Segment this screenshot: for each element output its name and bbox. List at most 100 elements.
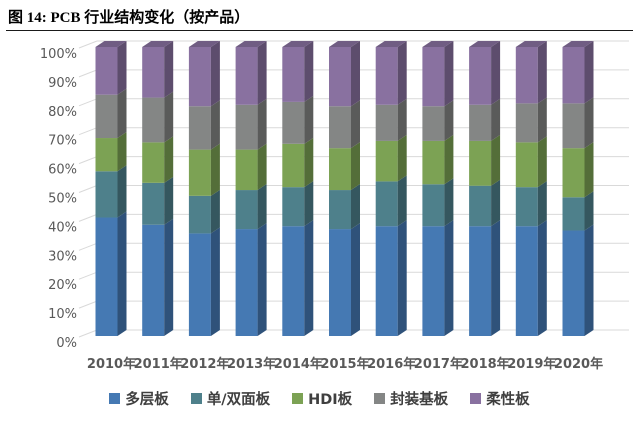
- bar-segment-side: [164, 91, 174, 143]
- figure-title: 图 14: PCB 行业结构变化（按产品）: [8, 10, 250, 26]
- bar-segment-side: [164, 41, 174, 98]
- bar-segment: [562, 103, 585, 149]
- bar-segment: [282, 143, 305, 188]
- bar-segment: [375, 226, 398, 336]
- y-axis-label: 20%: [48, 278, 77, 293]
- bar-segment: [142, 142, 165, 183]
- bar-segment: [95, 138, 118, 172]
- bar-top-face: [515, 41, 547, 47]
- bar-segment: [142, 97, 165, 143]
- bar-segment: [188, 195, 211, 234]
- bar-top-face: [142, 41, 174, 47]
- legend-swatch: [109, 393, 121, 404]
- y-axis-label: 10%: [48, 307, 77, 322]
- bar-segment: [282, 101, 305, 144]
- gridline-tick: [78, 300, 98, 309]
- bar-segment-side: [397, 220, 407, 336]
- bar-segment: [469, 185, 492, 227]
- bar-segment-side: [304, 95, 314, 144]
- bar-segment-side: [117, 165, 127, 218]
- bar-segment-side: [584, 224, 594, 336]
- bar-segment: [282, 187, 305, 227]
- bar-segment-side: [351, 142, 360, 191]
- bar-segment-side: [584, 191, 594, 231]
- bar-segment: [95, 47, 118, 95]
- legend-label: HDI板: [308, 392, 353, 408]
- legend-label: 单/双面板: [206, 392, 271, 408]
- bar-segment: [515, 103, 538, 143]
- bar-segment-side: [537, 220, 547, 336]
- gridline-tick: [78, 213, 98, 222]
- bar-segment-side: [164, 176, 174, 225]
- gridline-tick: [78, 127, 98, 136]
- bar-segment-side: [210, 189, 220, 234]
- bar-segment-side: [257, 184, 267, 230]
- bar-top-face: [329, 41, 360, 47]
- x-axis-label: 2016年: [367, 356, 416, 372]
- bar-segment: [142, 224, 165, 336]
- x-axis-label: 2013年: [227, 356, 276, 372]
- bar-segment-side: [351, 41, 360, 107]
- bar-segment: [515, 226, 538, 336]
- x-axis-label: 2012年: [180, 356, 229, 372]
- gridline-tick: [78, 329, 98, 338]
- bar-segment: [422, 47, 445, 107]
- bar-segment: [469, 226, 492, 336]
- bar-segment-side: [257, 223, 267, 336]
- legend-item: 柔性板: [470, 388, 530, 409]
- bar-segment: [95, 94, 118, 139]
- bar-segment-side: [164, 218, 174, 336]
- title-divider: [6, 30, 633, 31]
- bar-segment-side: [584, 41, 594, 104]
- bar-segment: [95, 217, 118, 336]
- y-axis-label: 0%: [56, 336, 77, 351]
- bar-segment-side: [537, 136, 547, 188]
- bar-segment-side: [351, 184, 360, 230]
- bar-segment-side: [397, 134, 407, 182]
- legend-label: 柔性板: [486, 392, 530, 408]
- bar-segment: [142, 47, 165, 98]
- bar-segment-side: [444, 134, 454, 185]
- bar-segment: [375, 181, 398, 227]
- bar-top-face: [95, 41, 127, 47]
- bar-top-face: [375, 41, 407, 47]
- bar-segment-side: [584, 97, 594, 149]
- legend-item: 封装基板: [374, 388, 448, 409]
- bar-top-face: [235, 41, 267, 47]
- legend-item: 单/双面板: [190, 388, 271, 409]
- legend-item: HDI板: [292, 388, 352, 409]
- gridline-tick: [78, 271, 98, 280]
- bar-segment: [235, 149, 258, 191]
- bar-segment: [235, 47, 258, 105]
- bar-segment-side: [210, 100, 220, 150]
- gridline-tick: [78, 185, 98, 193]
- bar-segment-side: [164, 136, 174, 183]
- y-axis-label: 80%: [48, 105, 77, 120]
- legend-label: 多层板: [125, 392, 169, 408]
- bar-segment: [95, 171, 118, 218]
- bar-segment-side: [117, 132, 127, 172]
- bar-segment: [282, 226, 305, 336]
- bar-segment: [329, 47, 351, 107]
- bar-segment: [422, 184, 445, 227]
- bar-segment: [515, 142, 538, 188]
- legend-swatch: [374, 393, 386, 404]
- bar-segment-side: [304, 137, 314, 188]
- bar-segment-side: [444, 220, 454, 336]
- bar-segment: [422, 226, 445, 336]
- bar-segment-side: [257, 41, 267, 105]
- bar-segment: [562, 47, 585, 104]
- gridline-tick: [78, 98, 98, 107]
- bar-segment-side: [210, 227, 220, 336]
- x-axis-label: 2018年: [461, 356, 510, 372]
- bar-segment-side: [491, 134, 501, 186]
- bar-segment-side: [537, 41, 547, 104]
- bar-top-face: [469, 41, 501, 47]
- bar-segment: [329, 148, 351, 191]
- bar-segment: [469, 47, 492, 105]
- bar-segment-side: [444, 41, 454, 107]
- y-axis-label: 30%: [48, 249, 77, 264]
- bar-segment-side: [491, 220, 501, 336]
- bar-top-face: [188, 41, 220, 47]
- bar-top-face: [562, 41, 594, 47]
